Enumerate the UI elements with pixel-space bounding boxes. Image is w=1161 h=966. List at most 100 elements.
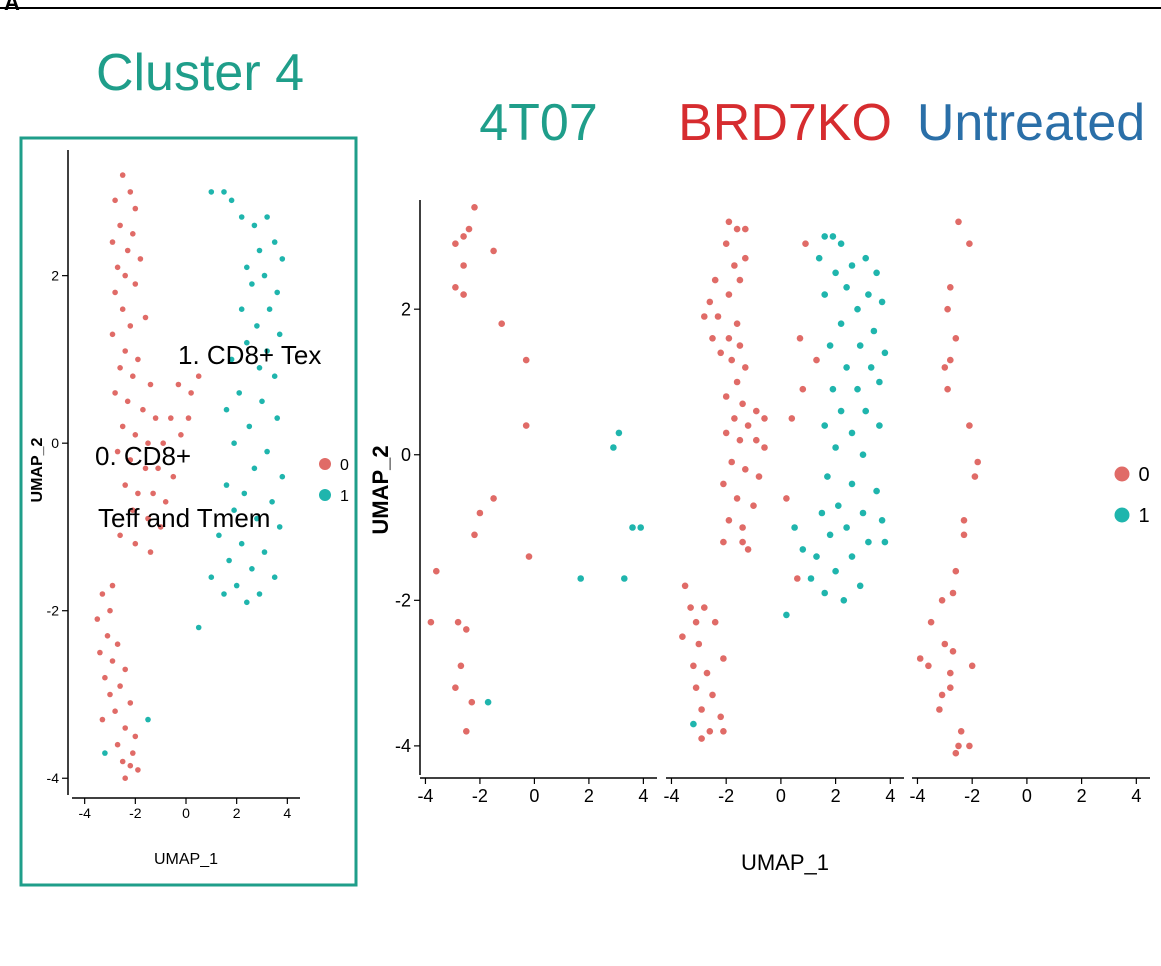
data-point-cluster-0 (916, 655, 924, 662)
data-point-cluster-0 (966, 240, 973, 247)
data-point-cluster-1 (832, 567, 839, 575)
data-point-cluster-1 (856, 342, 864, 349)
data-point-cluster-0 (813, 356, 820, 364)
facet-title: BRD7KO (678, 94, 892, 152)
data-point-cluster-1 (238, 306, 245, 313)
data-point-cluster-0 (104, 633, 111, 639)
data-point-cluster-0 (114, 741, 121, 748)
data-point-cluster-0 (717, 713, 724, 721)
data-point-cluster-0 (927, 618, 935, 626)
data-point-cluster-0 (112, 197, 118, 204)
data-point-cluster-0 (753, 407, 760, 415)
data-point-cluster-0 (135, 356, 141, 363)
y-axis-label: UMAP_2 (29, 437, 46, 502)
data-point-cluster-0 (936, 706, 943, 713)
data-point-cluster-0 (703, 669, 711, 677)
data-point-cluster-0 (122, 272, 128, 279)
data-point-cluster-0 (690, 662, 697, 670)
x-tick-label: 4 (1131, 786, 1141, 806)
data-point-cluster-1 (226, 557, 232, 564)
data-point-cluster-0 (742, 466, 749, 473)
annotation-teff-line1: 0. CD8+ (95, 441, 191, 471)
data-point-cluster-0 (114, 641, 121, 647)
data-point-cluster-1 (637, 524, 644, 531)
data-point-cluster-1 (254, 515, 260, 522)
x-tick-label: -2 (718, 786, 734, 806)
x-tick-label: 4 (638, 786, 648, 806)
x-tick-label: 4 (885, 786, 895, 806)
data-point-cluster-0 (742, 225, 749, 233)
facet-title: Untreated (917, 94, 1145, 152)
data-point-cluster-1 (854, 385, 861, 393)
data-point-cluster-0 (753, 436, 760, 444)
data-point-cluster-1 (881, 538, 889, 546)
data-point-cluster-0 (957, 728, 965, 735)
data-point-cluster-1 (821, 233, 828, 240)
data-point-cluster-0 (122, 775, 128, 781)
data-point-cluster-0 (99, 716, 106, 723)
x-tick-label: 0 (776, 786, 786, 806)
data-point-cluster-1 (854, 305, 861, 313)
data-point-cluster-0 (147, 549, 154, 555)
data-point-cluster-0 (127, 457, 134, 463)
data-point-cluster-1 (843, 284, 850, 291)
data-point-cluster-1 (848, 429, 856, 437)
data-point-cluster-1 (145, 716, 151, 723)
data-point-cluster-0 (127, 700, 134, 706)
data-point-cluster-0 (490, 495, 497, 502)
data-point-cluster-0 (679, 633, 686, 640)
data-point-cluster-0 (925, 662, 932, 670)
data-point-cluster-0 (132, 432, 139, 438)
data-point-cluster-1 (271, 373, 278, 380)
legend-key-1 (1114, 507, 1130, 523)
data-point-cluster-0 (109, 331, 116, 338)
data-point-cluster-0 (490, 247, 497, 255)
data-point-cluster-0 (720, 728, 727, 735)
data-point-cluster-0 (460, 233, 467, 240)
data-point-cluster-0 (692, 618, 700, 626)
data-point-cluster-1 (208, 574, 215, 580)
data-point-cluster-0 (114, 448, 121, 455)
data-point-cluster-1 (276, 331, 283, 338)
data-point-cluster-0 (119, 758, 126, 765)
y-tick-label: -2 (47, 603, 60, 619)
data-point-cluster-1 (216, 532, 222, 539)
data-point-cluster-1 (102, 750, 108, 756)
cluster-umap-plot: Cluster 4 -4 -2 0 2 -4 -2 0 2 4 UMAP_1 UMAP_2 1. CD8… (29, 44, 349, 868)
data-point-cluster-1 (826, 531, 834, 539)
data-point-cluster-1 (208, 189, 215, 195)
data-point-cluster-0 (135, 767, 141, 773)
data-point-cluster-0 (733, 225, 741, 233)
x-tick-label: -4 (417, 786, 433, 806)
data-point-cluster-0 (725, 517, 733, 524)
y-tick-label: 2 (401, 299, 411, 319)
data-point-cluster-0 (94, 616, 101, 622)
data-point-cluster-0 (127, 189, 134, 195)
data-point-cluster-1 (621, 575, 628, 582)
data-point-cluster-0 (130, 373, 136, 380)
data-point-cluster-0 (722, 240, 730, 247)
data-point-cluster-0 (966, 422, 973, 429)
data-point-cluster-0 (731, 262, 738, 269)
data-point-cluster-0 (471, 204, 478, 211)
data-point-cluster-0 (132, 733, 139, 740)
data-point-cluster-0 (117, 532, 123, 539)
data-point-cluster-1 (862, 254, 869, 262)
data-point-cluster-1 (221, 591, 227, 597)
data-point-cluster-0 (744, 422, 752, 429)
x-tick-label: 2 (1077, 786, 1087, 806)
data-point-cluster-0 (140, 406, 146, 413)
x-tick-label: 0 (182, 805, 190, 821)
data-point-cluster-0 (122, 348, 128, 354)
data-point-cluster-0 (135, 490, 141, 497)
data-point-cluster-1 (840, 597, 848, 604)
legend-key-0 (1114, 466, 1130, 482)
data-point-cluster-0 (720, 655, 727, 662)
data-point-cluster-1 (274, 415, 281, 421)
data-point-cluster-0 (750, 502, 757, 510)
x-tick-label: -4 (78, 805, 91, 821)
data-point-cluster-1 (837, 407, 845, 415)
data-point-cluster-0 (107, 607, 113, 614)
data-point-cluster-0 (952, 749, 960, 757)
data-point-cluster-0 (117, 683, 123, 689)
